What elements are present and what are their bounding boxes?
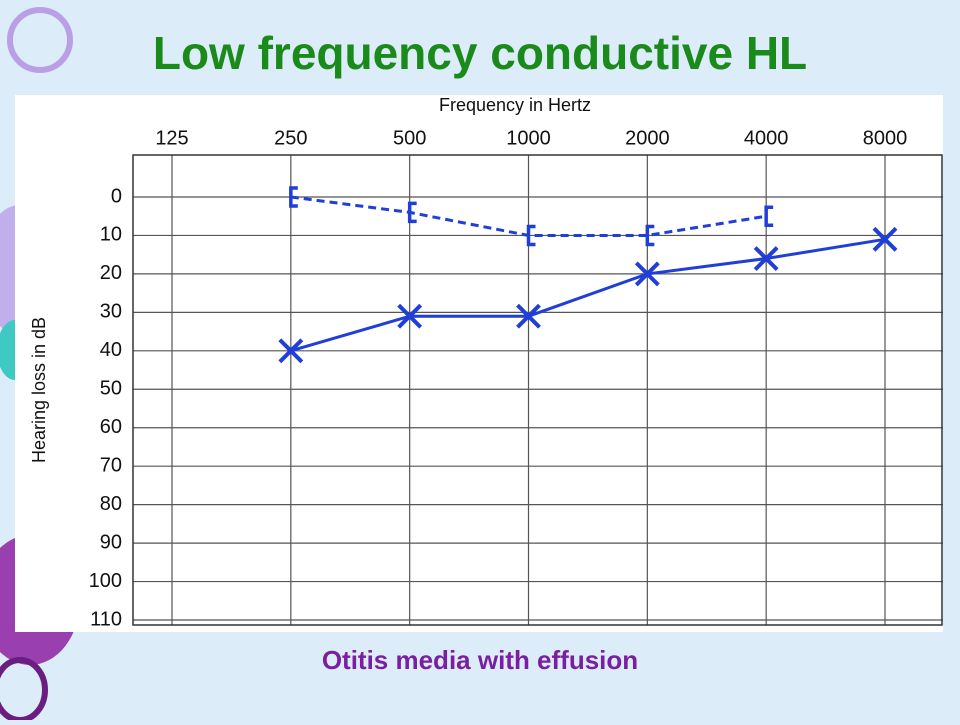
y-tick-label: 70 xyxy=(100,454,122,476)
bracket-marker xyxy=(407,201,417,224)
y-tick-label: 30 xyxy=(100,301,122,323)
chart-area xyxy=(15,95,943,632)
y-tick-label: 40 xyxy=(100,339,122,361)
y-tick-label: 90 xyxy=(100,531,122,553)
chart-title: Low frequency conductive HL xyxy=(153,27,807,79)
x-marker xyxy=(397,303,423,329)
bracket-marker xyxy=(764,205,774,227)
y-axis-label: Hearing loss in dB xyxy=(29,317,49,463)
y-tick-label: 80 xyxy=(100,493,122,515)
x-tick-label: 4000 xyxy=(744,127,789,149)
y-tick-label: 110 xyxy=(90,608,122,630)
y-tick-label: 10 xyxy=(100,224,122,246)
y-tick-label: 60 xyxy=(100,416,122,438)
x-tick-label: 125 xyxy=(155,127,188,149)
series-line xyxy=(290,237,886,353)
x-marker xyxy=(278,338,304,364)
caption: Otitis media with effusion xyxy=(322,645,638,675)
plot: 0 10 20 30 40 50 60 70 80 90 100 110 125 250 500 1000 20… xyxy=(89,127,943,630)
x-axis-label: Frequency in Hertz xyxy=(439,95,591,115)
plot-frame xyxy=(132,154,943,626)
x-marker xyxy=(753,246,779,271)
y-tick-label: 20 xyxy=(100,262,122,284)
bracket-marker xyxy=(289,186,298,208)
x-tick-label: 500 xyxy=(393,127,426,149)
x-marker xyxy=(872,226,898,252)
x-marker xyxy=(516,303,541,329)
y-tick-label: 50 xyxy=(100,378,122,400)
x-tick-label: 2000 xyxy=(625,127,670,149)
bracket-marker xyxy=(645,224,655,247)
x-tick-label: 250 xyxy=(274,127,307,149)
y-tick-label: 0 xyxy=(111,185,122,207)
x-marker xyxy=(634,261,660,287)
x-tick-label: 8000 xyxy=(863,127,908,149)
bracket-marker xyxy=(526,224,536,247)
x-tick-label: 1000 xyxy=(506,127,551,149)
y-tick-label: 100 xyxy=(89,570,122,592)
